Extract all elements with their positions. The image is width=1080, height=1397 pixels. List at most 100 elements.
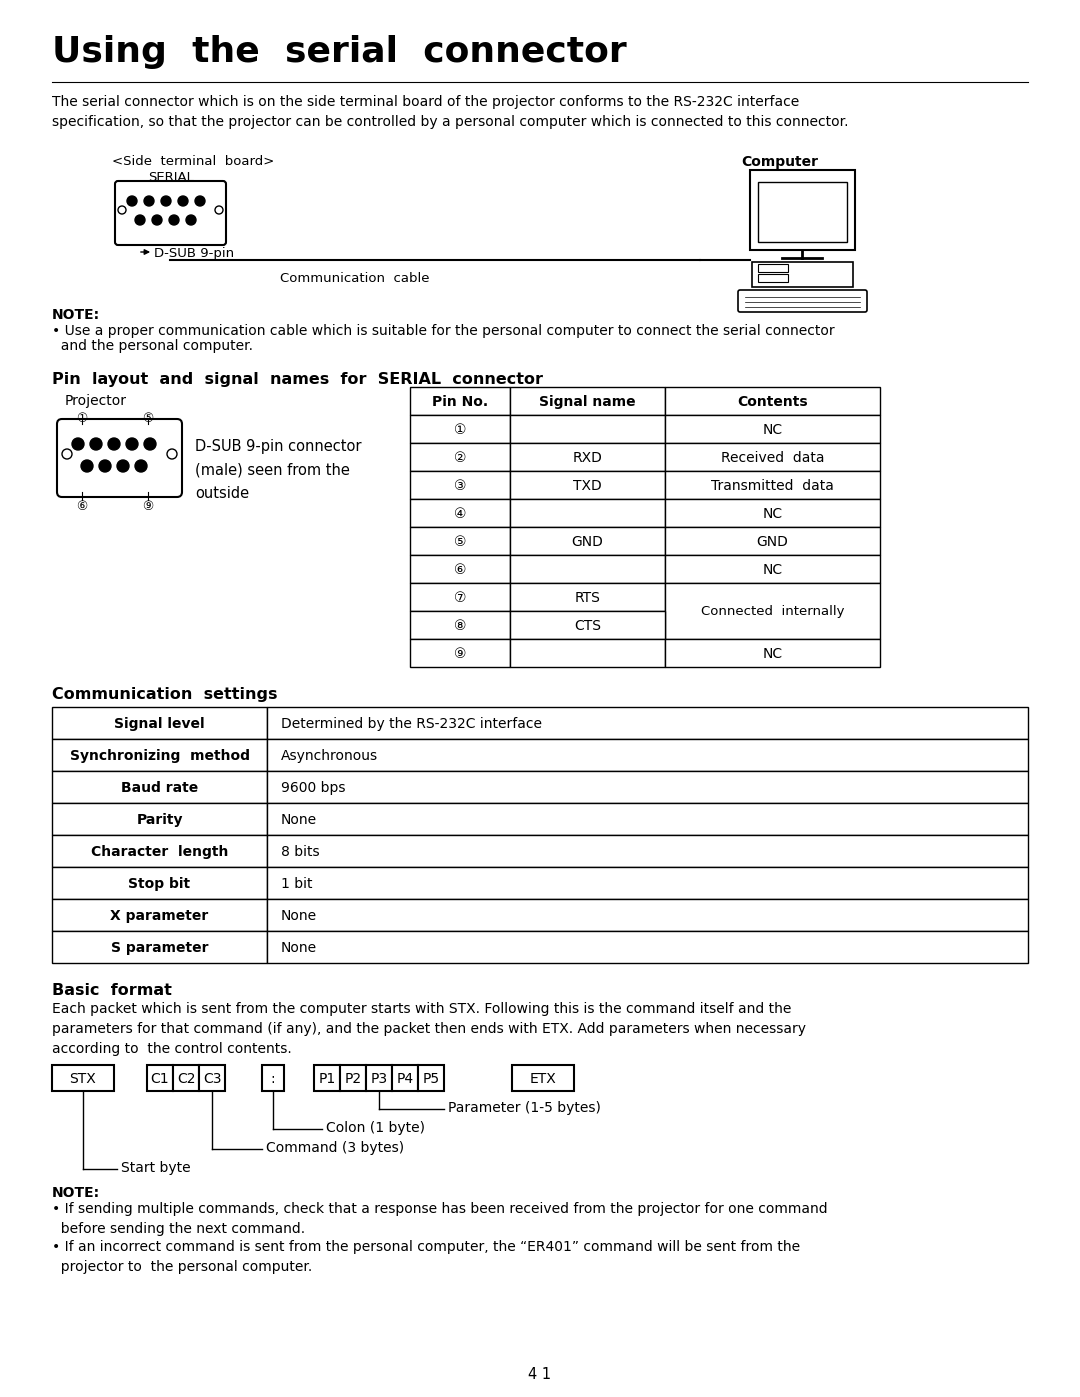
Text: STX: STX xyxy=(69,1071,96,1085)
Text: GND: GND xyxy=(571,535,604,549)
Text: NOTE:: NOTE: xyxy=(52,1186,100,1200)
Text: Colon (1 byte): Colon (1 byte) xyxy=(326,1120,426,1134)
Bar xyxy=(750,170,855,250)
Text: S parameter: S parameter xyxy=(111,942,208,956)
Text: NC: NC xyxy=(762,423,783,437)
Bar xyxy=(392,1065,418,1091)
Text: ①: ① xyxy=(454,423,467,437)
Text: None: None xyxy=(281,942,318,956)
Bar xyxy=(410,583,510,610)
Text: D-SUB 9-pin: D-SUB 9-pin xyxy=(154,247,234,260)
Bar xyxy=(267,900,1028,930)
Bar xyxy=(510,638,665,666)
Bar xyxy=(267,739,1028,771)
Text: Command (3 bytes): Command (3 bytes) xyxy=(266,1141,404,1155)
Text: C3: C3 xyxy=(203,1071,221,1085)
Text: Contents: Contents xyxy=(738,395,808,409)
Bar xyxy=(52,803,267,835)
Text: P5: P5 xyxy=(422,1071,440,1085)
Bar xyxy=(510,415,665,443)
Text: ETX: ETX xyxy=(529,1071,556,1085)
Text: P3: P3 xyxy=(370,1071,388,1085)
Text: 1 bit: 1 bit xyxy=(281,877,312,891)
Bar xyxy=(340,1065,366,1091)
Text: ②: ② xyxy=(454,451,467,465)
Circle shape xyxy=(144,439,156,450)
Bar xyxy=(410,527,510,555)
Text: Projector: Projector xyxy=(65,394,127,408)
Bar xyxy=(52,707,267,739)
Text: P1: P1 xyxy=(319,1071,336,1085)
Text: P4: P4 xyxy=(396,1071,414,1085)
Bar xyxy=(752,263,853,286)
Text: C1: C1 xyxy=(151,1071,170,1085)
Bar xyxy=(665,583,880,638)
Text: ⑨: ⑨ xyxy=(143,500,153,513)
Bar xyxy=(665,471,880,499)
Circle shape xyxy=(127,196,137,205)
Text: Each packet which is sent from the computer starts with STX. Following this is t: Each packet which is sent from the compu… xyxy=(52,1002,806,1056)
Bar xyxy=(410,471,510,499)
Text: 9600 bps: 9600 bps xyxy=(281,781,346,795)
FancyBboxPatch shape xyxy=(738,291,867,312)
Circle shape xyxy=(126,439,138,450)
FancyBboxPatch shape xyxy=(114,182,226,244)
Bar xyxy=(410,387,510,415)
Text: The serial connector which is on the side terminal board of the projector confor: The serial connector which is on the sid… xyxy=(52,95,849,129)
Text: Synchronizing  method: Synchronizing method xyxy=(69,749,249,763)
Circle shape xyxy=(117,460,129,472)
Text: TXD: TXD xyxy=(573,479,602,493)
Bar xyxy=(147,1065,173,1091)
Text: Stop bit: Stop bit xyxy=(129,877,190,891)
Text: C2: C2 xyxy=(177,1071,195,1085)
Text: Pin  layout  and  signal  names  for  SERIAL  connector: Pin layout and signal names for SERIAL c… xyxy=(52,372,543,387)
Circle shape xyxy=(135,215,145,225)
Bar xyxy=(758,264,788,272)
Text: 4 1: 4 1 xyxy=(528,1368,552,1382)
Text: ⑨: ⑨ xyxy=(454,647,467,661)
Bar xyxy=(512,1065,573,1091)
Bar xyxy=(52,868,267,900)
Text: None: None xyxy=(281,909,318,923)
FancyBboxPatch shape xyxy=(57,419,183,497)
Text: Start byte: Start byte xyxy=(121,1161,191,1175)
Bar xyxy=(52,835,267,868)
Circle shape xyxy=(178,196,188,205)
Circle shape xyxy=(72,439,84,450)
Text: ⑥: ⑥ xyxy=(77,500,87,513)
Text: RXD: RXD xyxy=(572,451,603,465)
Text: ⑥: ⑥ xyxy=(454,563,467,577)
Text: SERIAL: SERIAL xyxy=(148,170,194,184)
Bar xyxy=(410,499,510,527)
Text: Signal name: Signal name xyxy=(539,395,636,409)
Text: Character  length: Character length xyxy=(91,845,228,859)
Text: Connected  internally: Connected internally xyxy=(701,605,845,619)
Bar xyxy=(665,555,880,583)
Text: • If an incorrect command is sent from the personal computer, the “ER401” comman: • If an incorrect command is sent from t… xyxy=(52,1241,800,1274)
Bar xyxy=(510,443,665,471)
Bar xyxy=(267,771,1028,803)
Text: Baud rate: Baud rate xyxy=(121,781,198,795)
Text: Using  the  serial  connector: Using the serial connector xyxy=(52,35,626,68)
Bar xyxy=(52,900,267,930)
Text: D-SUB 9-pin connector
(male) seen from the
outside: D-SUB 9-pin connector (male) seen from t… xyxy=(195,439,362,500)
Text: NOTE:: NOTE: xyxy=(52,307,100,321)
Bar xyxy=(510,555,665,583)
Bar xyxy=(366,1065,392,1091)
Text: NC: NC xyxy=(762,647,783,661)
Bar xyxy=(410,610,510,638)
Text: ⑦: ⑦ xyxy=(454,591,467,605)
Bar xyxy=(52,739,267,771)
Bar xyxy=(510,499,665,527)
Text: and the personal computer.: and the personal computer. xyxy=(52,339,253,353)
Circle shape xyxy=(90,439,102,450)
Bar xyxy=(267,707,1028,739)
Bar xyxy=(665,443,880,471)
Text: CTS: CTS xyxy=(573,619,600,633)
Bar xyxy=(510,471,665,499)
Text: Communication  settings: Communication settings xyxy=(52,687,278,703)
Bar xyxy=(199,1065,225,1091)
Bar xyxy=(262,1065,284,1091)
Text: Computer: Computer xyxy=(742,155,819,169)
Bar xyxy=(267,868,1028,900)
